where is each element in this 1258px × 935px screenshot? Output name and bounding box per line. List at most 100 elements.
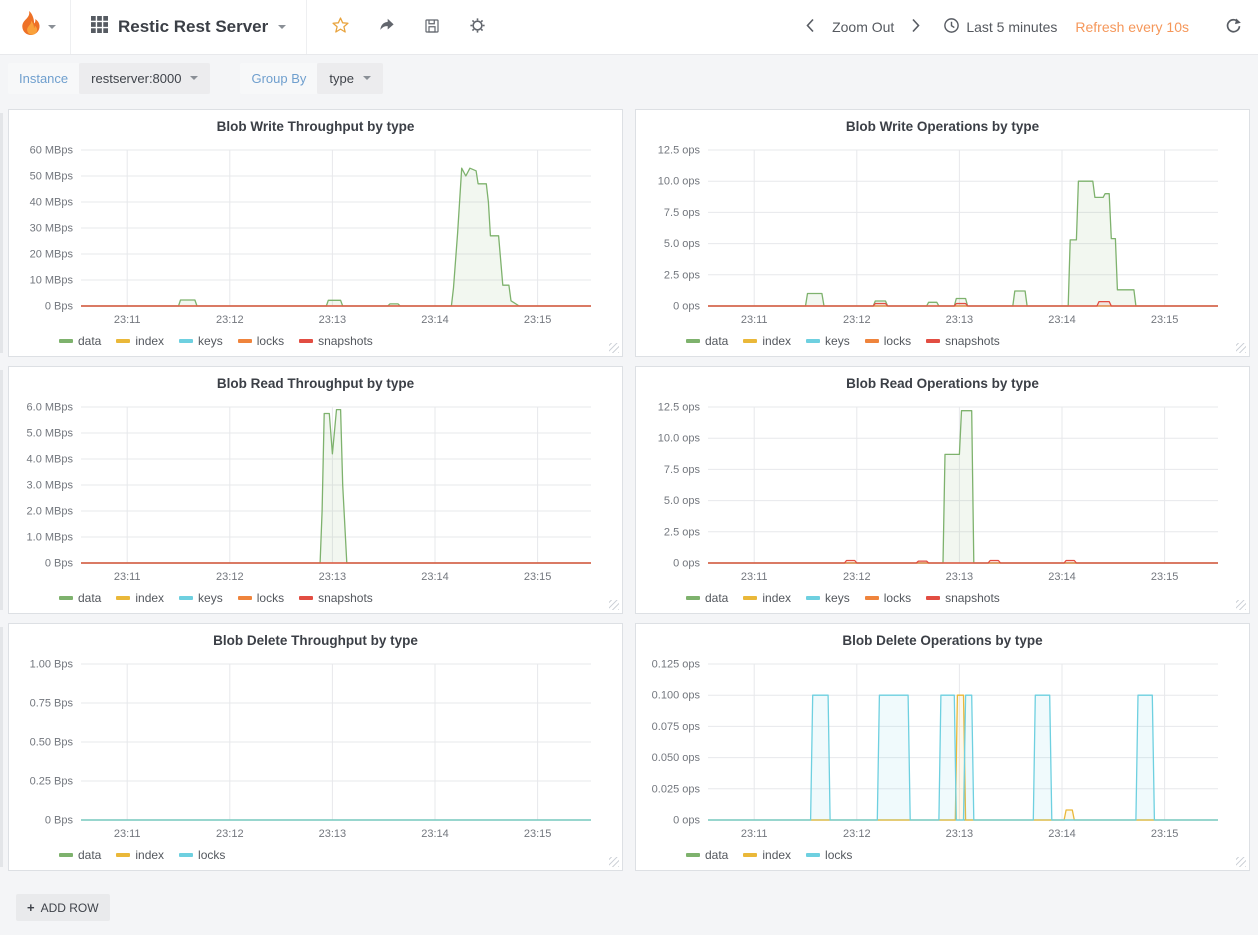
svg-text:23:11: 23:11 — [741, 314, 768, 326]
panel-title[interactable]: Blob Write Operations by type — [845, 119, 1040, 134]
legend-item-snapshots[interactable]: snapshots — [926, 334, 1000, 348]
svg-text:0.050 ops: 0.050 ops — [652, 752, 701, 764]
legend-item-index[interactable]: index — [116, 848, 164, 862]
svg-text:23:12: 23:12 — [843, 828, 871, 840]
dashboard-row-2: Blob Read Throughput by type 23:11 23:12 2… — [0, 366, 1250, 614]
svg-text:2.0 MBps: 2.0 MBps — [27, 506, 74, 518]
panel-resize-handle[interactable] — [609, 343, 619, 353]
legend-label: locks — [256, 334, 285, 348]
grafana-logo-button[interactable] — [0, 0, 71, 54]
panel-title[interactable]: Blob Delete Operations by type — [842, 633, 1043, 648]
svg-text:23:14: 23:14 — [421, 828, 449, 840]
legend-color-swatch — [237, 596, 252, 600]
legend-item-index[interactable]: index — [743, 848, 791, 862]
legend: data index locks — [636, 846, 1249, 870]
refresh-icon — [1225, 17, 1242, 37]
svg-text:1.00 Bps: 1.00 Bps — [30, 659, 74, 671]
legend-label: index — [135, 591, 165, 605]
share-button[interactable] — [377, 16, 396, 38]
row-drag-handle[interactable] — [0, 370, 3, 610]
svg-text:23:15: 23:15 — [1151, 314, 1179, 326]
legend-item-locks[interactable]: locks — [864, 334, 911, 348]
legend-color-swatch — [743, 853, 758, 857]
row-drag-handle[interactable] — [0, 627, 3, 867]
star-button[interactable] — [331, 16, 350, 38]
svg-text:3.0 MBps: 3.0 MBps — [27, 480, 74, 492]
variable-dropdown-group-by[interactable]: type — [317, 62, 383, 94]
legend-item-data[interactable]: data — [686, 334, 728, 348]
legend-label: data — [705, 848, 729, 862]
panel-resize-handle[interactable] — [1236, 343, 1246, 353]
panel-resize-handle[interactable] — [609, 600, 619, 610]
refresh-interval-button[interactable]: Refresh every 10s — [1069, 18, 1195, 36]
settings-button[interactable] — [468, 16, 487, 38]
legend-item-data[interactable]: data — [59, 334, 101, 348]
time-shift-forward-button[interactable] — [910, 17, 921, 37]
top-navbar: Restic Rest Server — [0, 0, 1258, 55]
add-row-button[interactable]: + ADD ROW — [16, 894, 110, 921]
panel-title[interactable]: Blob Write Throughput by type — [216, 119, 415, 134]
legend-item-locks[interactable]: locks — [179, 848, 225, 862]
star-icon — [331, 16, 350, 38]
legend-item-snapshots[interactable]: snapshots — [299, 591, 373, 605]
legend-item-keys[interactable]: keys — [179, 334, 223, 348]
svg-text:0.125 ops: 0.125 ops — [652, 659, 701, 671]
svg-text:23:11: 23:11 — [741, 571, 768, 583]
save-button[interactable] — [423, 17, 441, 38]
legend-item-locks[interactable]: locks — [237, 591, 284, 605]
variable-label-instance: Instance — [8, 62, 80, 94]
chart-blob-write-operations[interactable]: 23:11 23:12 23:13 23:14 23:15 0 ops 2.5 ops 5.0… — [642, 140, 1243, 332]
svg-text:23:15: 23:15 — [1151, 828, 1179, 840]
panel-title[interactable]: Blob Delete Throughput by type — [213, 633, 418, 648]
legend-item-keys[interactable]: keys — [806, 334, 850, 348]
panel-blob-read-operations: Blob Read Operations by type 23:11 23:12 2… — [635, 366, 1250, 614]
variable-value-instance: restserver:8000 — [91, 70, 182, 86]
zoom-out-button[interactable]: Zoom Out — [826, 18, 900, 36]
legend-item-snapshots[interactable]: snapshots — [926, 591, 1000, 605]
legend-item-snapshots[interactable]: snapshots — [299, 334, 373, 348]
legend-label: locks — [198, 848, 226, 862]
chart-blob-delete-operations[interactable]: 23:11 23:12 23:13 23:14 23:15 0 ops 0.025 ops 0… — [642, 654, 1243, 846]
chevron-down-icon — [190, 76, 199, 80]
legend-item-data[interactable]: data — [59, 848, 101, 862]
panel-title[interactable]: Blob Read Operations by type — [846, 376, 1039, 391]
svg-text:23:11: 23:11 — [114, 571, 141, 583]
panel-resize-handle[interactable] — [1236, 857, 1246, 867]
svg-text:0.100 ops: 0.100 ops — [652, 690, 701, 702]
legend-item-data[interactable]: data — [686, 848, 728, 862]
variable-dropdown-instance[interactable]: restserver:8000 — [79, 62, 211, 94]
panel-resize-handle[interactable] — [609, 857, 619, 867]
legend-item-keys[interactable]: keys — [179, 591, 223, 605]
dashboard-selector[interactable]: Restic Rest Server — [71, 0, 308, 54]
legend-item-index[interactable]: index — [116, 591, 164, 605]
template-variables-bar: Instance restserver:8000 Group By type — [0, 55, 1258, 101]
legend-color-swatch — [686, 339, 700, 343]
row-drag-handle[interactable] — [0, 113, 3, 353]
refresh-button[interactable] — [1225, 17, 1242, 37]
legend-label: data — [78, 848, 102, 862]
legend-item-index[interactable]: index — [743, 334, 791, 348]
legend-item-index[interactable]: index — [743, 591, 791, 605]
legend: data index keys locks snapshots — [9, 332, 622, 356]
chart-blob-delete-throughput[interactable]: 23:11 23:12 23:13 23:14 23:15 0 Bps 0.25 Bps 0.… — [15, 654, 616, 846]
svg-text:0.25 Bps: 0.25 Bps — [30, 776, 74, 788]
panel-title[interactable]: Blob Read Throughput by type — [216, 376, 415, 391]
legend-item-data[interactable]: data — [59, 591, 101, 605]
legend-item-keys[interactable]: keys — [806, 591, 850, 605]
legend-color-swatch — [686, 596, 700, 600]
legend-item-index[interactable]: index — [116, 334, 164, 348]
chart-blob-write-throughput[interactable]: 23:11 23:12 23:13 23:14 23:15 0 Bps 10 MBps 20 … — [15, 140, 616, 332]
legend-item-locks[interactable]: locks — [864, 591, 911, 605]
clock-icon — [943, 17, 960, 37]
variable-label-group-by: Group By — [240, 62, 318, 94]
time-range-picker[interactable]: Last 5 minutes — [943, 17, 1057, 37]
legend-item-locks[interactable]: locks — [237, 334, 285, 348]
panel-resize-handle[interactable] — [1236, 600, 1246, 610]
legend-item-locks[interactable]: locks — [806, 848, 852, 862]
legend-item-data[interactable]: data — [686, 591, 728, 605]
time-shift-back-button[interactable] — [805, 17, 816, 37]
dashboard-title: Restic Rest Server — [118, 17, 269, 36]
chart-blob-read-operations[interactable]: 23:11 23:12 23:13 23:14 23:15 0 ops 2.5 ops 5.0… — [642, 397, 1243, 589]
chart-blob-read-throughput[interactable]: 23:11 23:12 23:13 23:14 23:15 0 Bps 1.0 MBps 2.… — [15, 397, 616, 589]
add-row-label: ADD ROW — [40, 900, 99, 915]
